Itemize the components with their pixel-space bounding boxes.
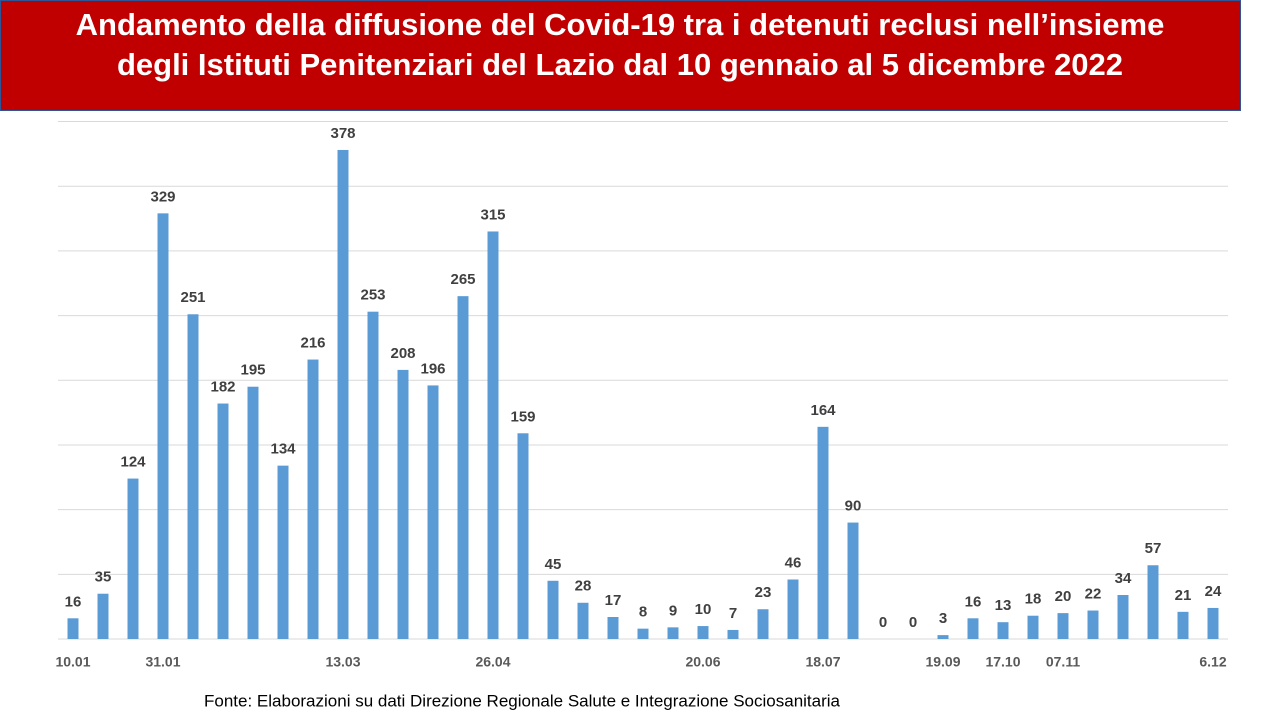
data-label: 329 xyxy=(150,188,175,205)
data-label: 10 xyxy=(695,601,712,618)
data-label: 3 xyxy=(939,610,947,627)
data-label: 208 xyxy=(390,345,415,362)
x-tick-label: 17.10 xyxy=(985,654,1020,670)
data-label: 195 xyxy=(240,362,265,379)
data-label: 0 xyxy=(879,614,887,631)
bar xyxy=(547,580,559,639)
x-tick-label: 6.12 xyxy=(1199,654,1226,670)
data-label: 16 xyxy=(965,593,982,610)
bar xyxy=(487,231,499,639)
bar xyxy=(277,465,289,639)
bar xyxy=(457,296,469,639)
bar xyxy=(1087,610,1099,639)
bar xyxy=(67,618,79,639)
data-label: 21 xyxy=(1175,587,1192,604)
bar xyxy=(697,626,709,639)
bar xyxy=(367,311,379,639)
x-tick-label: 31.01 xyxy=(145,654,180,670)
data-label: 196 xyxy=(420,360,445,377)
bar xyxy=(667,627,679,639)
bar xyxy=(727,629,739,639)
data-label: 23 xyxy=(755,584,772,601)
bar xyxy=(187,314,199,639)
x-tick-label: 19.09 xyxy=(925,654,960,670)
bar xyxy=(637,628,649,639)
data-label: 8 xyxy=(639,604,647,621)
data-label: 16 xyxy=(65,593,82,610)
bar xyxy=(967,618,979,639)
bar xyxy=(397,369,409,639)
bar xyxy=(97,593,109,639)
data-label: 24 xyxy=(1205,583,1222,600)
bar xyxy=(1207,607,1219,639)
bar xyxy=(517,433,529,639)
bar xyxy=(1027,615,1039,639)
data-label: 124 xyxy=(120,454,146,471)
data-label: 28 xyxy=(575,578,592,595)
bar xyxy=(337,149,349,639)
data-label: 18 xyxy=(1025,591,1042,608)
data-label: 134 xyxy=(270,441,296,458)
data-label: 90 xyxy=(845,498,862,515)
data-label: 265 xyxy=(450,271,475,288)
x-tick-label: 10.01 xyxy=(55,654,90,670)
bar xyxy=(247,386,259,639)
x-tick-label: 26.04 xyxy=(475,654,510,670)
bar xyxy=(1177,611,1189,639)
data-label: 251 xyxy=(180,289,205,306)
data-label: 22 xyxy=(1085,586,1102,603)
x-tick-label: 18.07 xyxy=(805,654,840,670)
chart-title: Andamento della diffusione del Covid-19 … xyxy=(76,7,1165,82)
bar xyxy=(937,635,949,639)
data-label: 35 xyxy=(95,569,112,586)
data-label: 17 xyxy=(605,592,622,609)
data-label: 216 xyxy=(300,335,325,352)
source-note: Fonte: Elaborazioni su dati Direzione Re… xyxy=(204,691,841,710)
data-label: 159 xyxy=(510,408,535,425)
bar xyxy=(307,359,319,639)
bar xyxy=(427,385,439,639)
bar xyxy=(157,213,169,639)
data-label: 164 xyxy=(810,402,836,419)
data-label: 46 xyxy=(785,554,802,571)
bar xyxy=(1117,595,1129,639)
bar xyxy=(817,426,829,639)
title-banner xyxy=(0,0,1241,111)
bar xyxy=(127,478,139,639)
data-label: 57 xyxy=(1145,540,1162,557)
x-tick-label: 13.03 xyxy=(325,654,360,670)
bar xyxy=(1147,565,1159,639)
data-label: 7 xyxy=(729,605,737,622)
data-label: 378 xyxy=(330,125,355,142)
data-label: 315 xyxy=(480,206,505,223)
x-tick-label: 07.11 xyxy=(1046,654,1080,670)
bar xyxy=(847,522,859,639)
bar xyxy=(1057,613,1069,639)
bar xyxy=(577,602,589,639)
data-label: 13 xyxy=(995,597,1012,614)
bar xyxy=(607,617,619,639)
data-label: 34 xyxy=(1115,570,1132,587)
bar xyxy=(217,403,229,639)
data-label: 182 xyxy=(210,379,235,396)
x-tick-label: 20.06 xyxy=(685,654,720,670)
bar xyxy=(997,622,1009,639)
data-label: 45 xyxy=(545,556,562,573)
bar xyxy=(787,579,799,639)
data-label: 20 xyxy=(1055,588,1072,605)
bar xyxy=(757,609,769,639)
data-label: 0 xyxy=(909,614,917,631)
data-label: 253 xyxy=(360,287,385,304)
data-label: 9 xyxy=(669,602,677,619)
